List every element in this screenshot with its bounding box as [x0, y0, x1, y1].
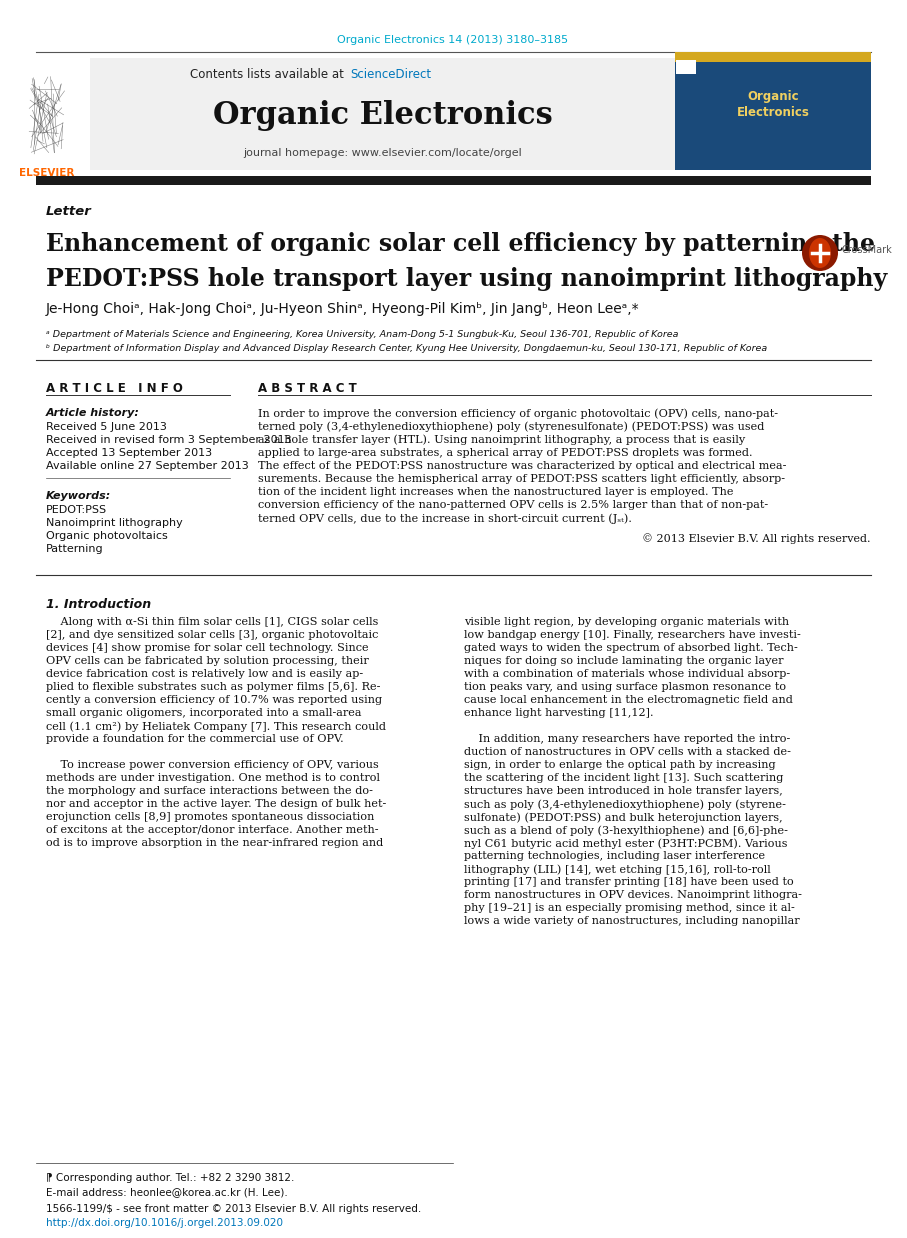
Text: printing [17] and transfer printing [18] have been used to: printing [17] and transfer printing [18]…: [464, 877, 794, 886]
Text: niques for doing so include laminating the organic layer: niques for doing so include laminating t…: [464, 656, 784, 666]
Text: structures have been introduced in hole transfer layers,: structures have been introduced in hole …: [464, 786, 783, 796]
Text: To increase power conversion efficiency of OPV, various: To increase power conversion efficiency …: [46, 760, 379, 770]
Text: cause local enhancement in the electromagnetic field and: cause local enhancement in the electroma…: [464, 695, 793, 704]
Text: cell (1.1 cm²) by Heliatek Company [7]. This research could: cell (1.1 cm²) by Heliatek Company [7]. …: [46, 721, 386, 732]
Text: Received 5 June 2013: Received 5 June 2013: [46, 422, 167, 432]
Text: tion of the incident light increases when the nanostructured layer is employed. : tion of the incident light increases whe…: [258, 488, 734, 498]
Text: E-mail address: heonlee@korea.ac.kr (H. Lee).: E-mail address: heonlee@korea.ac.kr (H. …: [46, 1187, 288, 1197]
Bar: [676, 59, 696, 74]
Bar: [675, 58, 871, 170]
Text: ⁋ Corresponding author. Tel.: +82 2 3290 3812.: ⁋ Corresponding author. Tel.: +82 2 3290…: [46, 1172, 295, 1184]
Text: Organic
Electronics: Organic Electronics: [736, 90, 809, 119]
Text: Along with α-Si thin film solar cells [1], CIGS solar cells: Along with α-Si thin film solar cells [1…: [46, 617, 378, 626]
Text: nor and acceptor in the active layer. The design of bulk het-: nor and acceptor in the active layer. Th…: [46, 799, 386, 808]
Text: terned OPV cells, due to the increase in short-circuit current (Jₛₜ).: terned OPV cells, due to the increase in…: [258, 514, 632, 524]
Bar: [675, 62, 871, 170]
Text: In addition, many researchers have reported the intro-: In addition, many researchers have repor…: [464, 734, 790, 744]
Text: Nanoimprint lithography: Nanoimprint lithography: [46, 517, 182, 527]
Text: phy [19–21] is an especially promising method, since it al-: phy [19–21] is an especially promising m…: [464, 903, 795, 912]
Text: nyl C61 butyric acid methyl ester (P3HT:PCBM). Various: nyl C61 butyric acid methyl ester (P3HT:…: [464, 838, 787, 848]
Text: Patterning: Patterning: [46, 543, 103, 553]
Text: In order to improve the conversion efficiency of organic photovoltaic (OPV) cell: In order to improve the conversion effic…: [258, 409, 778, 418]
Text: visible light region, by developing organic materials with: visible light region, by developing orga…: [464, 617, 789, 626]
Text: devices [4] show promise for solar cell technology. Since: devices [4] show promise for solar cell …: [46, 643, 368, 652]
Text: form nanostructures in OPV devices. Nanoimprint lithogra-: form nanostructures in OPV devices. Nano…: [464, 890, 802, 900]
Text: such as a blend of poly (3-hexylthiophene) and [6,6]-phe-: such as a blend of poly (3-hexylthiophen…: [464, 825, 788, 836]
Text: journal homepage: www.elsevier.com/locate/orgel: journal homepage: www.elsevier.com/locat…: [244, 149, 522, 158]
Text: PEDOT:PSS hole transport layer using nanoimprint lithography: PEDOT:PSS hole transport layer using nan…: [46, 267, 887, 291]
Bar: [90, 58, 675, 170]
Circle shape: [802, 235, 838, 271]
Text: low bandgap energy [10]. Finally, researchers have investi-: low bandgap energy [10]. Finally, resear…: [464, 630, 801, 640]
Text: PEDOT:PSS: PEDOT:PSS: [46, 505, 107, 515]
Text: OPV cells can be fabricated by solution processing, their: OPV cells can be fabricated by solution …: [46, 656, 369, 666]
Text: Keywords:: Keywords:: [46, 491, 112, 501]
Text: device fabrication cost is relatively low and is easily ap-: device fabrication cost is relatively lo…: [46, 669, 363, 678]
Text: with a combination of materials whose individual absorp-: with a combination of materials whose in…: [464, 669, 790, 678]
Text: plied to flexible substrates such as polymer films [5,6]. Re-: plied to flexible substrates such as pol…: [46, 682, 380, 692]
Text: ELSEVIER: ELSEVIER: [19, 168, 74, 178]
Text: od is to improve absorption in the near-infrared region and: od is to improve absorption in the near-…: [46, 838, 384, 848]
Text: duction of nanostructures in OPV cells with a stacked de-: duction of nanostructures in OPV cells w…: [464, 747, 791, 756]
Text: Article history:: Article history:: [46, 409, 140, 418]
Text: http://dx.doi.org/10.1016/j.orgel.2013.09.020: http://dx.doi.org/10.1016/j.orgel.2013.0…: [46, 1218, 283, 1228]
Text: of excitons at the acceptor/donor interface. Another meth-: of excitons at the acceptor/donor interf…: [46, 825, 378, 834]
Text: provide a foundation for the commercial use of OPV.: provide a foundation for the commercial …: [46, 734, 344, 744]
Text: the morphology and surface interactions between the do-: the morphology and surface interactions …: [46, 786, 373, 796]
Text: Letter: Letter: [46, 206, 92, 218]
Text: [2], and dye sensitized solar cells [3], organic photovoltaic: [2], and dye sensitized solar cells [3],…: [46, 630, 378, 640]
Text: such as poly (3,4-ethylenedioxythiophene) poly (styrene-: such as poly (3,4-ethylenedioxythiophene…: [464, 799, 785, 810]
Text: patterning technologies, including laser interference: patterning technologies, including laser…: [464, 851, 766, 860]
Text: © 2013 Elsevier B.V. All rights reserved.: © 2013 Elsevier B.V. All rights reserved…: [642, 532, 871, 543]
Text: The effect of the PEDOT:PSS nanostructure was characterized by optical and elect: The effect of the PEDOT:PSS nanostructur…: [258, 461, 786, 470]
Text: 1. Introduction: 1. Introduction: [46, 598, 151, 612]
Text: tion peaks vary, and using surface plasmon resonance to: tion peaks vary, and using surface plasm…: [464, 682, 786, 692]
Text: ScienceDirect: ScienceDirect: [350, 68, 431, 80]
Text: erojunction cells [8,9] promotes spontaneous dissociation: erojunction cells [8,9] promotes spontan…: [46, 812, 375, 822]
Text: Received in revised form 3 September 2013: Received in revised form 3 September 201…: [46, 435, 292, 444]
Text: A B S T R A C T: A B S T R A C T: [258, 383, 356, 395]
Text: Enhancement of organic solar cell efficiency by patterning the: Enhancement of organic solar cell effici…: [46, 232, 875, 256]
Text: cently a conversion efficiency of 10.7% was reported using: cently a conversion efficiency of 10.7% …: [46, 695, 382, 704]
Text: CrossMark: CrossMark: [842, 245, 892, 255]
Text: Organic photovoltaics: Organic photovoltaics: [46, 531, 168, 541]
Bar: [36, 176, 871, 184]
Ellipse shape: [809, 238, 831, 267]
Bar: [675, 52, 871, 62]
Text: lows a wide variety of nanostructures, including nanopillar: lows a wide variety of nanostructures, i…: [464, 916, 800, 926]
Text: A R T I C L E   I N F O: A R T I C L E I N F O: [46, 383, 183, 395]
Text: ᵇ Department of Information Display and Advanced Display Research Center, Kyung : ᵇ Department of Information Display and …: [46, 344, 767, 353]
Text: small organic oligomers, incorporated into a small-area: small organic oligomers, incorporated in…: [46, 708, 362, 718]
Text: as a hole transfer layer (HTL). Using nanoimprint lithography, a process that is: as a hole transfer layer (HTL). Using na…: [258, 435, 746, 444]
Text: surements. Because the hemispherical array of PEDOT:PSS scatters light efficient: surements. Because the hemispherical arr…: [258, 474, 785, 484]
Text: enhance light harvesting [11,12].: enhance light harvesting [11,12].: [464, 708, 654, 718]
Text: terned poly (3,4-ethylenedioxythiophene) poly (styrenesulfonate) (PEDOT:PSS) was: terned poly (3,4-ethylenedioxythiophene)…: [258, 421, 765, 432]
Text: gated ways to widen the spectrum of absorbed light. Tech-: gated ways to widen the spectrum of abso…: [464, 643, 798, 652]
Text: the scattering of the incident light [13]. Such scattering: the scattering of the incident light [13…: [464, 773, 784, 782]
Text: sign, in order to enlarge the optical path by increasing: sign, in order to enlarge the optical pa…: [464, 760, 775, 770]
Text: Available online 27 September 2013: Available online 27 September 2013: [46, 461, 249, 470]
Text: Organic Electronics 14 (2013) 3180–3185: Organic Electronics 14 (2013) 3180–3185: [337, 35, 569, 45]
Text: methods are under investigation. One method is to control: methods are under investigation. One met…: [46, 773, 380, 782]
Text: conversion efficiency of the nano-patterned OPV cells is 2.5% larger than that o: conversion efficiency of the nano-patter…: [258, 500, 768, 510]
Text: Contents lists available at: Contents lists available at: [190, 68, 348, 80]
Text: applied to large-area substrates, a spherical array of PEDOT:PSS droplets was fo: applied to large-area substrates, a sphe…: [258, 448, 753, 458]
Text: lithography (LIL) [14], wet etching [15,16], roll-to-roll: lithography (LIL) [14], wet etching [15,…: [464, 864, 771, 874]
Text: ᵃ Department of Materials Science and Engineering, Korea University, Anam-Dong 5: ᵃ Department of Materials Science and En…: [46, 331, 678, 339]
Text: 1566-1199/$ - see front matter © 2013 Elsevier B.V. All rights reserved.: 1566-1199/$ - see front matter © 2013 El…: [46, 1205, 421, 1214]
Text: Je-Hong Choiᵃ, Hak-Jong Choiᵃ, Ju-Hyeon Shinᵃ, Hyeong-Pil Kimᵇ, Jin Jangᵇ, Heon : Je-Hong Choiᵃ, Hak-Jong Choiᵃ, Ju-Hyeon …: [46, 302, 639, 316]
Text: Accepted 13 September 2013: Accepted 13 September 2013: [46, 448, 212, 458]
Text: Organic Electronics: Organic Electronics: [213, 100, 553, 131]
Text: sulfonate) (PEDOT:PSS) and bulk heterojunction layers,: sulfonate) (PEDOT:PSS) and bulk heteroju…: [464, 812, 783, 822]
